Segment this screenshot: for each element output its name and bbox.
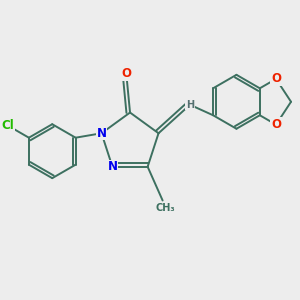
Text: N: N bbox=[97, 127, 106, 140]
Text: CH₃: CH₃ bbox=[156, 203, 176, 214]
Text: O: O bbox=[271, 118, 281, 131]
Text: Cl: Cl bbox=[2, 119, 14, 132]
Text: H: H bbox=[186, 100, 194, 110]
Text: N: N bbox=[107, 160, 117, 173]
Text: O: O bbox=[121, 67, 131, 80]
Text: O: O bbox=[271, 72, 281, 86]
